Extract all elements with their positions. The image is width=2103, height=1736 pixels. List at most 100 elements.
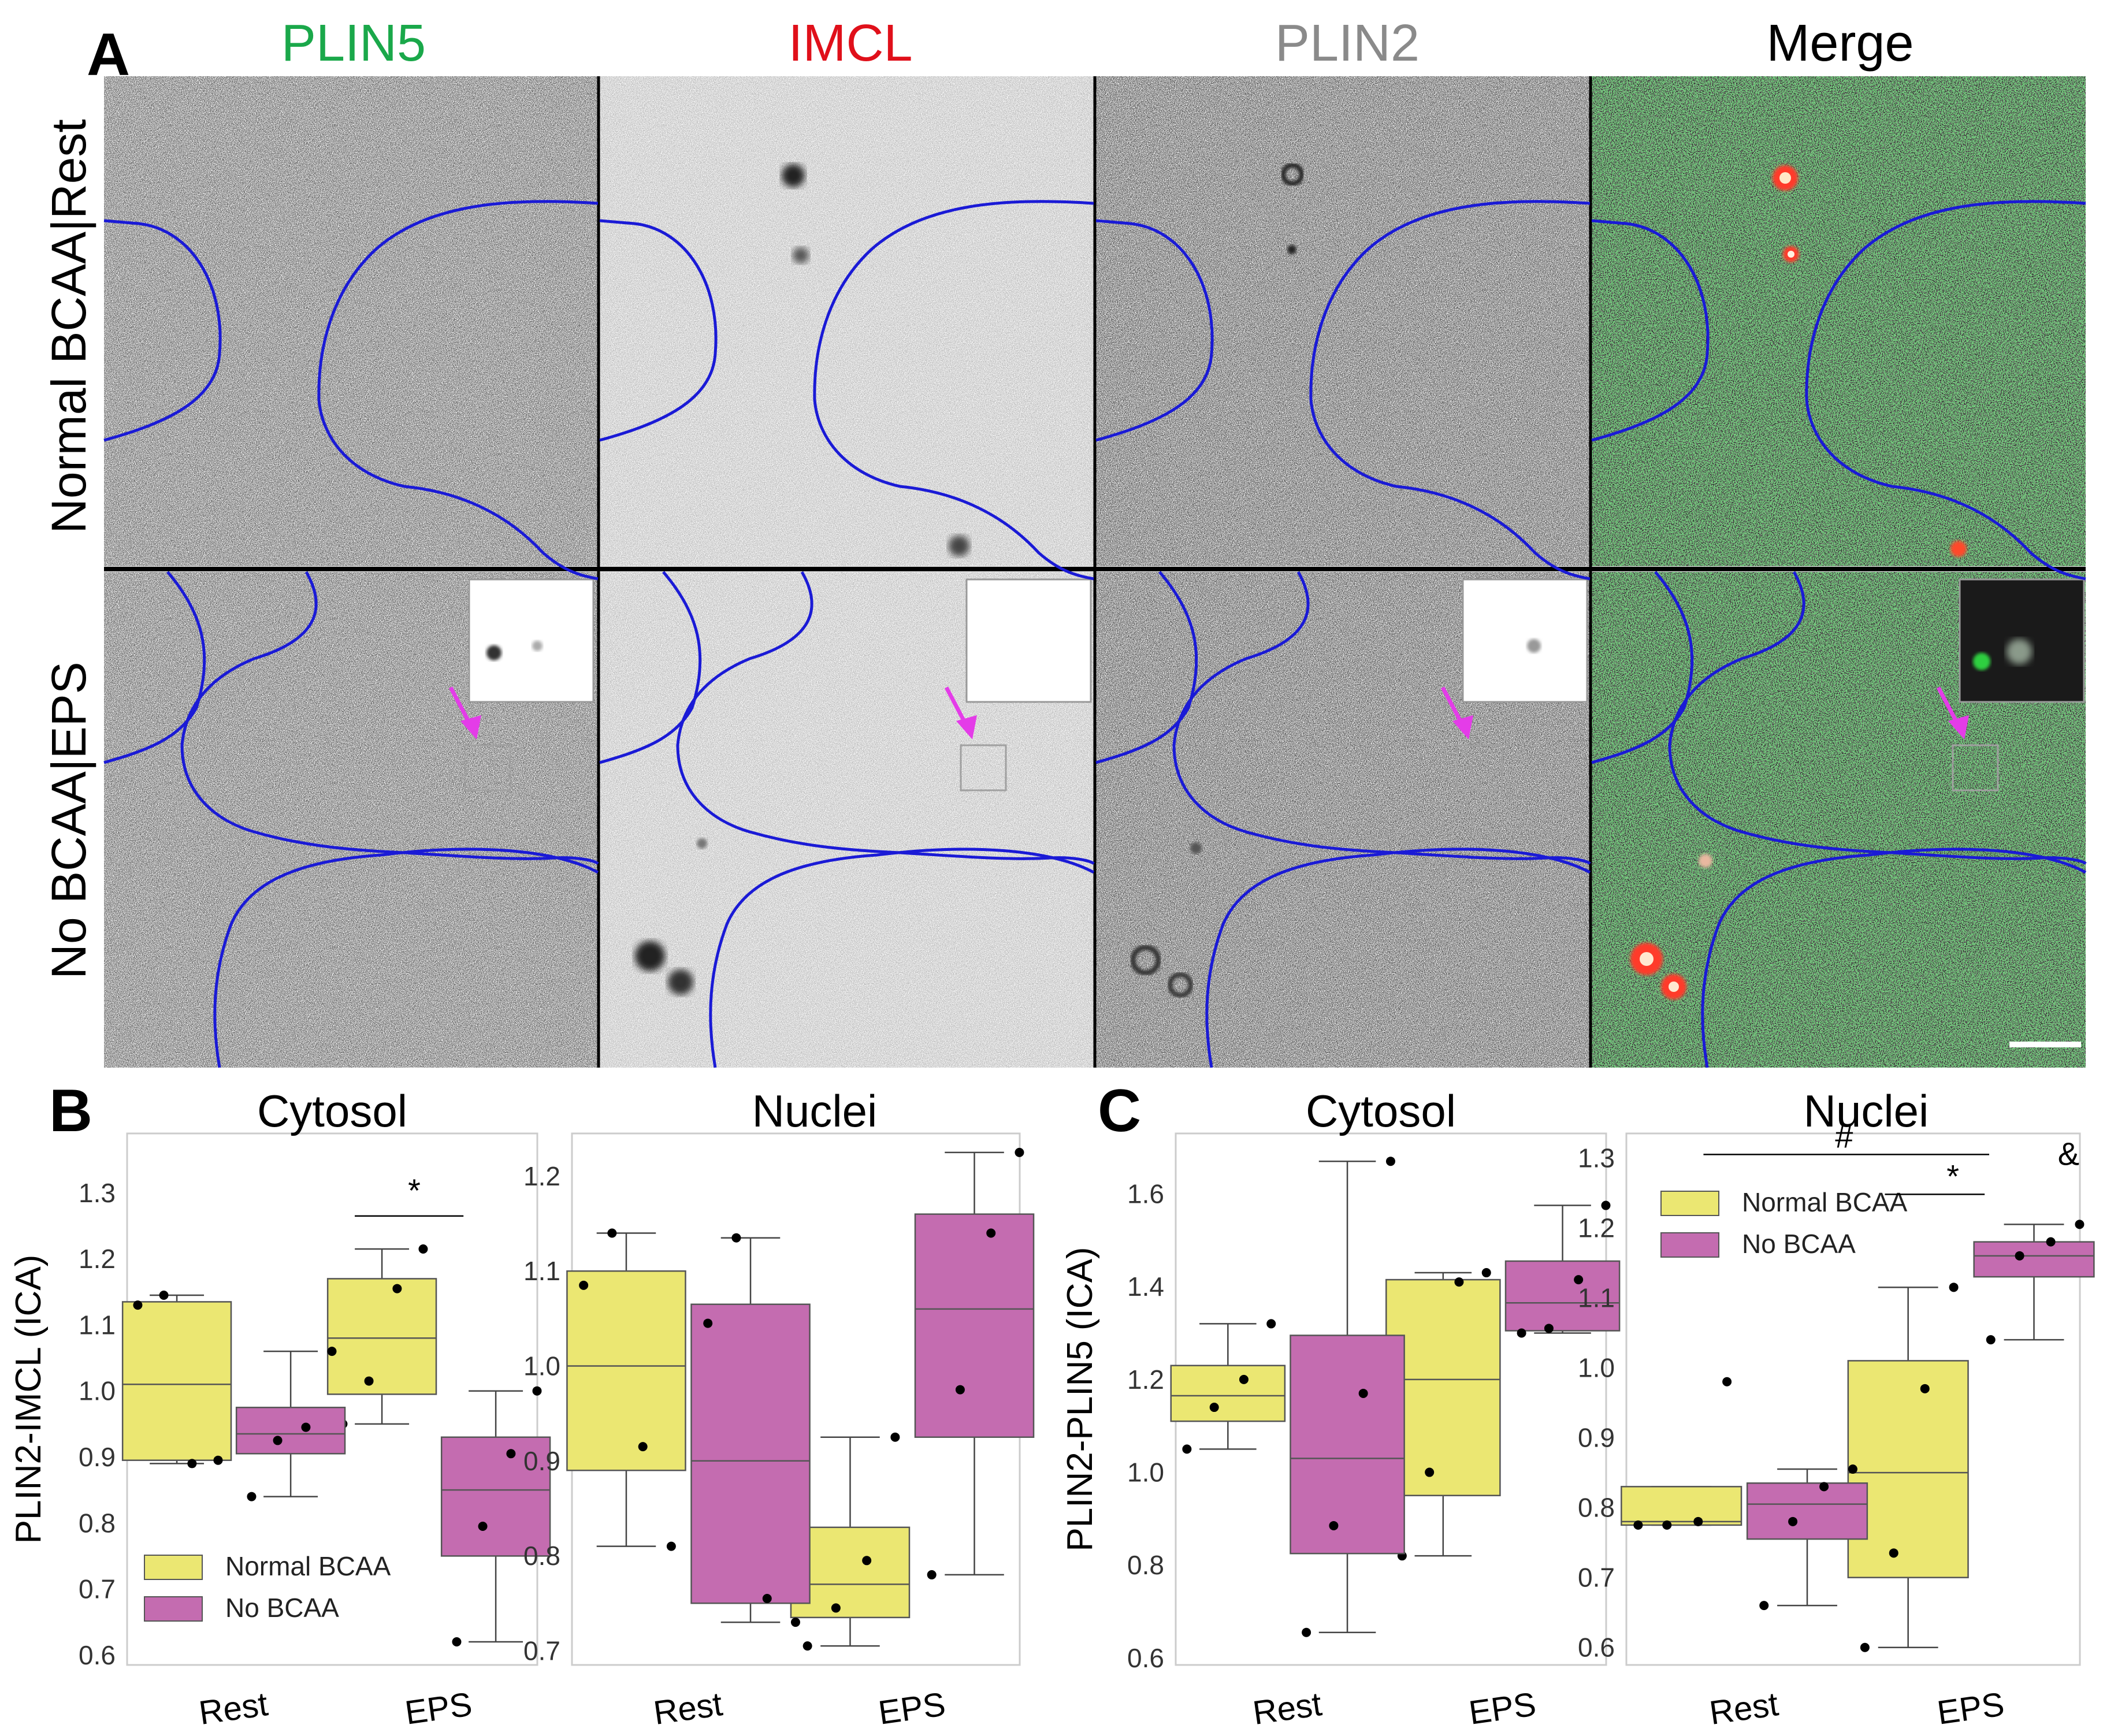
y-tick-label: 0.6	[1127, 1643, 1164, 1673]
box	[121, 1301, 232, 1461]
legend-swatch-nobcaa	[1660, 1232, 1719, 1258]
data-point	[1788, 1516, 1798, 1526]
nucleus-outline	[1095, 219, 1214, 442]
data-point	[2046, 1237, 2056, 1247]
box	[1847, 1360, 1969, 1578]
nucleus-outline	[599, 219, 718, 442]
y-tick-label: 1.0	[79, 1376, 116, 1406]
data-point	[1182, 1444, 1192, 1454]
data-point	[273, 1436, 283, 1445]
box	[1170, 1365, 1286, 1422]
x-tick-label: EPS	[876, 1685, 948, 1732]
data-point	[213, 1455, 223, 1465]
nucleus-outline	[317, 200, 599, 581]
chart-title: Nuclei	[1804, 1086, 1929, 1136]
micrograph-grid	[103, 76, 2087, 1068]
lipid-droplet	[1699, 854, 1712, 868]
x-tick-label: Rest	[196, 1685, 270, 1732]
data-point	[1693, 1516, 1703, 1526]
nucleus-outline	[1309, 200, 1591, 581]
pointer-arrowhead	[956, 715, 977, 739]
data-point	[862, 1556, 872, 1566]
y-tick-label: 0.8	[1578, 1493, 1615, 1523]
y-tick-label: 0.9	[523, 1446, 560, 1476]
nucleus-outline	[1701, 847, 2087, 1068]
nucleus-outline	[1805, 200, 2086, 581]
nucleus-outline	[676, 571, 1095, 865]
box	[1973, 1241, 2095, 1278]
data-point	[187, 1459, 197, 1469]
legend-label-nobcaa: No BCAA	[1742, 1229, 1856, 1259]
data-point	[1986, 1335, 1996, 1345]
data-point	[579, 1280, 589, 1290]
column-title-merge: Merge	[1766, 14, 1913, 72]
lipid-droplet	[635, 941, 665, 971]
data-point	[1848, 1464, 1857, 1474]
data-point	[532, 1386, 542, 1396]
box	[1385, 1278, 1501, 1496]
data-point	[1722, 1377, 1732, 1386]
data-point	[703, 1318, 713, 1328]
y-tick-label: 1.4	[1127, 1272, 1164, 1302]
chart-title: Cytosol	[1306, 1086, 1456, 1136]
significance-ampersand: &	[2058, 1135, 2079, 1172]
zoom-inset	[965, 578, 1092, 703]
data-point	[1266, 1319, 1276, 1329]
y-tick-label: 0.8	[523, 1541, 560, 1571]
data-point	[301, 1422, 311, 1432]
chart-b-cytosol: Cytosol PLIN2-IMCL (ICA) 0.6 0.7 0.8 0.9 1.0 1.…	[9, 1086, 551, 1732]
nucleus-outline	[1172, 571, 1591, 865]
data-point	[418, 1244, 428, 1254]
significance-star: *	[408, 1172, 421, 1209]
data-point	[2015, 1251, 2024, 1261]
data-point	[802, 1641, 812, 1651]
lipid-droplet	[668, 969, 693, 995]
lipid-droplet-core	[1669, 982, 1679, 992]
x-tick-label: Rest	[651, 1685, 724, 1732]
y-tick-label: 0.7	[523, 1635, 560, 1666]
data-point	[1889, 1548, 1898, 1558]
chart-c-cytosol: Cytosol PLIN2-PLIN5 (ICA) 0.6 0.8 1.0 1.2 1.4 1…	[1060, 1086, 1621, 1732]
y-tick-label: 0.6	[1578, 1633, 1615, 1663]
y-tick-label: 0.8	[1127, 1550, 1164, 1580]
lipid-droplet	[697, 838, 707, 849]
data-point	[1544, 1324, 1554, 1333]
nucleus-outline	[1668, 571, 2087, 865]
box	[326, 1278, 437, 1395]
y-tick-label: 0.9	[79, 1442, 116, 1472]
data-point	[1015, 1147, 1024, 1157]
row-label-nobcaa-eps: No BCAA|EPS	[42, 661, 96, 979]
data-point	[986, 1228, 996, 1238]
y-tick-label: 0.6	[79, 1640, 116, 1670]
y-tick-label: 0.8	[79, 1508, 116, 1538]
roi-box	[960, 744, 1007, 791]
zoom-inset	[1462, 578, 1588, 703]
row-label-normal-rest: Normal BCAA|Rest	[42, 119, 96, 533]
data-point	[133, 1300, 143, 1310]
x-tick-label: EPS	[1935, 1685, 2007, 1732]
data-point	[927, 1570, 937, 1579]
nucleus-outline	[1095, 571, 1198, 764]
image-plin5-rest	[104, 76, 598, 566]
data-point	[478, 1522, 488, 1531]
y-tick-label: 1.1	[79, 1310, 116, 1340]
data-point	[1819, 1482, 1829, 1492]
x-tick-label: Rest	[1707, 1685, 1781, 1732]
column-title-plin2: PLIN2	[1275, 14, 1420, 72]
image-merge-eps	[1592, 572, 2086, 1068]
x-tick-label: Rest	[1250, 1685, 1324, 1732]
y-tick-label: 1.2	[523, 1161, 560, 1191]
lipid-droplet-ring	[1168, 972, 1193, 998]
zoom-inset	[468, 578, 595, 703]
x-tick-label: EPS	[1467, 1685, 1539, 1732]
data-point	[955, 1385, 965, 1395]
lipid-droplet	[782, 164, 805, 187]
box	[440, 1436, 551, 1557]
panel-b-letter: B	[49, 1077, 92, 1144]
image-imcl-eps	[600, 572, 1094, 1068]
data-point	[1517, 1328, 1526, 1338]
data-point	[1385, 1157, 1395, 1166]
box	[690, 1303, 811, 1604]
lipid-droplet	[1950, 541, 1967, 557]
